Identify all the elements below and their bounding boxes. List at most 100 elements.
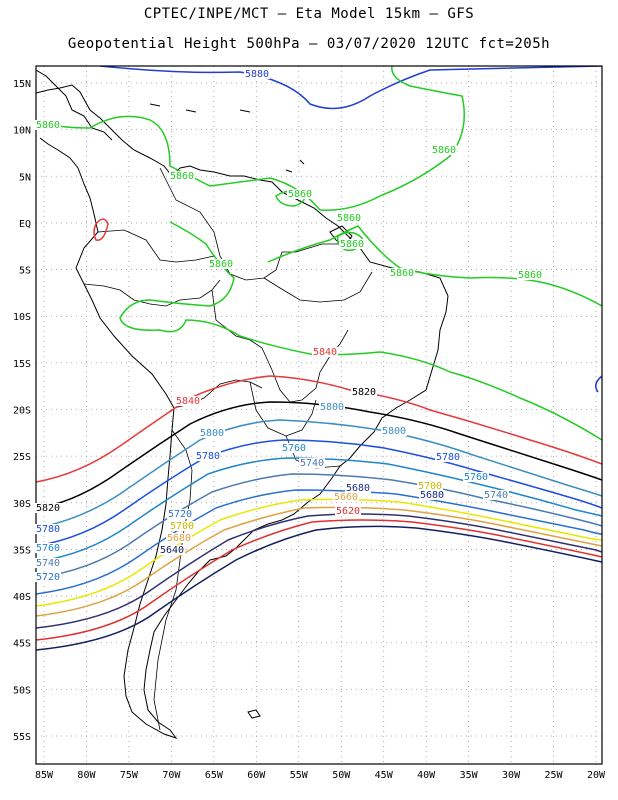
contour-label-bg xyxy=(199,428,225,438)
contour-label-bg xyxy=(35,524,61,534)
contour-label-bg xyxy=(431,145,457,155)
longitude-label: 50W xyxy=(332,770,351,781)
contour-label: 5860 xyxy=(432,145,456,156)
contour-5740 xyxy=(36,473,602,579)
latitude-label: 55S xyxy=(13,732,31,743)
falkland-islands xyxy=(247,709,261,719)
contour-label: 5680 xyxy=(420,490,444,501)
contour-label: 5800 xyxy=(200,428,224,439)
longitude-label: 70W xyxy=(162,770,181,781)
contour-label: 5760 xyxy=(464,472,488,483)
latitude-label: 25S xyxy=(13,452,31,463)
contour-label: 5860 xyxy=(170,171,194,182)
contour-label: 5660 xyxy=(334,492,358,503)
contour-label-bg xyxy=(417,481,443,491)
contour-5800 xyxy=(36,419,602,529)
contour-label-bg xyxy=(208,259,234,269)
latitude-label: EQ xyxy=(19,219,31,230)
contour-label: 5820 xyxy=(352,387,376,398)
contour-5860-coast xyxy=(267,225,602,307)
contour-5720 xyxy=(36,489,602,595)
contour-label: 5880 xyxy=(245,69,269,80)
longitude-label: 45W xyxy=(375,770,394,781)
contour-label-bg xyxy=(335,506,361,516)
latitude-label: 20S xyxy=(13,406,31,417)
contour-label-bg xyxy=(336,213,362,223)
contour-label: 5860 xyxy=(288,189,312,200)
longitude-label: 75W xyxy=(120,770,139,781)
contour-label-bg xyxy=(299,458,325,468)
contour-5780 xyxy=(36,439,602,547)
latitude-label: 50S xyxy=(13,685,31,696)
contour-label-bg xyxy=(312,347,338,357)
contour-5880-east xyxy=(595,375,602,393)
contour-label-bg xyxy=(175,396,201,406)
contour-label-bg xyxy=(333,492,359,502)
contour-label-bg xyxy=(166,533,192,543)
contour-label-bg xyxy=(35,543,61,553)
contour-label: 5780 xyxy=(36,524,60,535)
contour-label: 5760 xyxy=(36,543,60,554)
contour-5640 xyxy=(36,519,602,641)
contour-label: 5740 xyxy=(484,490,508,501)
latitude-label: 10N xyxy=(13,126,31,137)
contour-label: 5640 xyxy=(160,545,184,556)
contour-label-bg xyxy=(517,270,543,280)
contour-label: 5860 xyxy=(36,120,60,131)
longitude-label: 35W xyxy=(460,770,479,781)
contour-label: 5740 xyxy=(36,558,60,569)
longitude-label: 60W xyxy=(247,770,266,781)
contour-5680 xyxy=(36,506,602,617)
latitude-label: 45S xyxy=(13,639,31,650)
contour-label: 5620 xyxy=(336,506,360,517)
caribbean-islands xyxy=(149,103,353,247)
contour-label: 5800 xyxy=(320,402,344,413)
map-title-line-1: CPTEC/INPE/MCT – Eta Model 15km – GFS xyxy=(143,6,475,22)
latitude-label: 15S xyxy=(13,359,31,370)
contour-label: 5860 xyxy=(337,213,361,224)
contour-5840 xyxy=(36,375,602,483)
contour-5620 xyxy=(36,525,602,651)
contour-label: 5680 xyxy=(346,483,370,494)
longitude-label: 65W xyxy=(205,770,224,781)
contour-label-bg xyxy=(381,426,407,436)
contour-label-bg xyxy=(351,387,377,397)
contour-label-bg xyxy=(319,402,345,412)
longitude-label: 40W xyxy=(417,770,436,781)
latitude-label: 40S xyxy=(13,592,31,603)
longitude-label: 80W xyxy=(77,770,96,781)
central-america-coast xyxy=(36,69,113,141)
contour-label: 5760 xyxy=(282,443,306,454)
longitude-label: 85W xyxy=(35,770,54,781)
contour-label: 5800 xyxy=(382,426,406,437)
contour-label-bg xyxy=(281,443,307,453)
contour-label: 5720 xyxy=(168,509,192,520)
contour-5860-amazon xyxy=(119,221,602,441)
contour-label-bg xyxy=(435,452,461,462)
contour-label-bg xyxy=(169,171,195,181)
contour-5760 xyxy=(36,457,602,563)
longitude-label: 20W xyxy=(587,770,606,781)
contour-label-bg xyxy=(35,572,61,582)
map-frame xyxy=(35,65,603,765)
contour-label-bg xyxy=(339,239,365,249)
contour-label-bg xyxy=(35,558,61,568)
contour-labels: 5880 5860 5860 5860 5860 5860 5860 5860 5860 5860… xyxy=(35,69,543,583)
contour-label-bg xyxy=(287,189,313,199)
contour-label-bg xyxy=(483,490,509,500)
latitude-label: 5N xyxy=(19,172,31,183)
contour-5660 xyxy=(36,513,602,629)
contour-label: 5840 xyxy=(313,347,337,358)
contour-label-bg xyxy=(167,509,193,519)
contour-5880-closed xyxy=(93,218,109,241)
latitude-label: 35S xyxy=(13,545,31,556)
contour-label-bg xyxy=(35,503,61,513)
contour-label-bg xyxy=(169,521,195,531)
contour-label: 5740 xyxy=(300,458,324,469)
longitude-label: 55W xyxy=(290,770,309,781)
latitude-label: 15N xyxy=(13,79,31,90)
contour-5880-north xyxy=(99,66,602,110)
longitude-label: 25W xyxy=(545,770,564,781)
contour-label: 5860 xyxy=(518,270,542,281)
